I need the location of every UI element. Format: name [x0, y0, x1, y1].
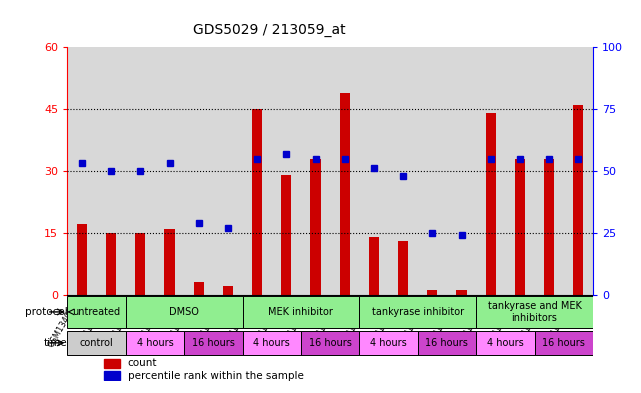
Bar — [223, 286, 233, 295]
Bar — [310, 158, 320, 295]
Bar — [340, 92, 350, 295]
Bar — [184, 331, 242, 355]
Bar — [544, 158, 554, 295]
Bar — [126, 47, 155, 295]
Bar — [515, 158, 525, 295]
Bar — [301, 331, 360, 355]
Text: 16 hours: 16 hours — [426, 338, 469, 348]
Bar — [360, 296, 476, 327]
Bar — [213, 47, 242, 295]
Bar — [535, 47, 563, 295]
Text: protocol: protocol — [24, 307, 67, 317]
Text: time: time — [44, 338, 67, 348]
Bar — [194, 282, 204, 295]
Bar — [476, 296, 593, 327]
Bar — [476, 331, 535, 355]
Text: count: count — [128, 358, 157, 368]
Bar — [104, 371, 120, 380]
Bar — [418, 331, 476, 355]
Text: DMSO: DMSO — [169, 307, 199, 317]
Text: 16 hours: 16 hours — [192, 338, 235, 348]
Bar — [184, 47, 213, 295]
Text: percentile rank within the sample: percentile rank within the sample — [128, 371, 304, 381]
Bar — [126, 331, 184, 355]
Text: untreated: untreated — [72, 307, 121, 317]
Bar — [535, 331, 593, 355]
Text: 4 hours: 4 hours — [370, 338, 407, 348]
Bar — [104, 359, 120, 367]
Text: 16 hours: 16 hours — [542, 338, 585, 348]
Bar — [252, 109, 262, 295]
Bar — [456, 290, 467, 295]
Bar — [77, 224, 87, 295]
Bar — [447, 47, 476, 295]
Bar — [164, 229, 174, 295]
Text: 16 hours: 16 hours — [309, 338, 351, 348]
Bar — [388, 47, 418, 295]
Bar — [360, 331, 418, 355]
Text: 4 hours: 4 hours — [137, 338, 173, 348]
Bar — [126, 296, 242, 327]
Bar — [330, 47, 360, 295]
Bar — [242, 296, 360, 327]
Bar — [476, 47, 505, 295]
Bar — [301, 47, 330, 295]
Bar — [272, 47, 301, 295]
Bar — [573, 105, 583, 295]
Text: tankyrase inhibitor: tankyrase inhibitor — [372, 307, 464, 317]
Bar — [369, 237, 379, 295]
Bar — [505, 47, 535, 295]
Bar — [106, 233, 116, 295]
Bar — [67, 47, 97, 295]
Text: 4 hours: 4 hours — [253, 338, 290, 348]
Text: 4 hours: 4 hours — [487, 338, 524, 348]
Text: tankyrase and MEK
inhibitors: tankyrase and MEK inhibitors — [488, 301, 581, 323]
Bar — [563, 47, 593, 295]
Bar — [486, 113, 496, 295]
Bar — [360, 47, 388, 295]
Bar — [155, 47, 184, 295]
Bar — [135, 233, 146, 295]
Bar — [418, 47, 447, 295]
Bar — [242, 331, 301, 355]
Bar — [67, 296, 126, 327]
Bar — [398, 241, 408, 295]
Text: GDS5029 / 213059_at: GDS5029 / 213059_at — [193, 23, 345, 37]
Bar — [427, 290, 437, 295]
Text: control: control — [79, 338, 113, 348]
Text: MEK inhibitor: MEK inhibitor — [269, 307, 333, 317]
Bar — [67, 331, 126, 355]
Bar — [97, 47, 126, 295]
Bar — [281, 175, 292, 295]
Bar — [242, 47, 272, 295]
